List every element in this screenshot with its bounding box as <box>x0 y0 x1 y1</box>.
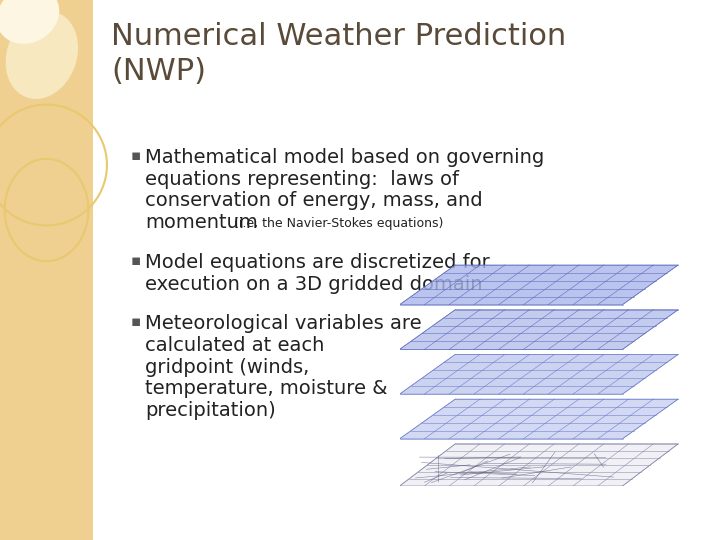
Text: (i.e, the Navier-Stokes equations): (i.e, the Navier-Stokes equations) <box>230 217 444 230</box>
Text: equations representing:  laws of: equations representing: laws of <box>145 170 459 188</box>
Text: ▪: ▪ <box>131 253 141 268</box>
Polygon shape <box>400 444 678 486</box>
Text: Model equations are discretized for: Model equations are discretized for <box>145 253 490 272</box>
Bar <box>0 0 93 540</box>
Text: Meteorological variables are: Meteorological variables are <box>145 314 422 333</box>
Polygon shape <box>400 354 678 394</box>
Ellipse shape <box>0 0 59 44</box>
Text: Mathematical model based on governing: Mathematical model based on governing <box>145 148 544 167</box>
Text: precipitation): precipitation) <box>145 401 276 420</box>
Text: ▪: ▪ <box>131 314 141 329</box>
Polygon shape <box>400 265 678 305</box>
Polygon shape <box>400 309 678 349</box>
Text: gridpoint (winds,: gridpoint (winds, <box>145 357 310 376</box>
Text: Numerical Weather Prediction
(NWP): Numerical Weather Prediction (NWP) <box>111 22 566 86</box>
Text: momentum: momentum <box>145 213 258 232</box>
Polygon shape <box>400 399 678 439</box>
Text: ▪: ▪ <box>131 148 141 163</box>
Ellipse shape <box>6 11 78 99</box>
Text: temperature, moisture &: temperature, moisture & <box>145 379 387 399</box>
Text: execution on a 3D gridded domain: execution on a 3D gridded domain <box>145 274 482 294</box>
Text: conservation of energy, mass, and: conservation of energy, mass, and <box>145 191 482 211</box>
Text: calculated at each: calculated at each <box>145 336 325 355</box>
